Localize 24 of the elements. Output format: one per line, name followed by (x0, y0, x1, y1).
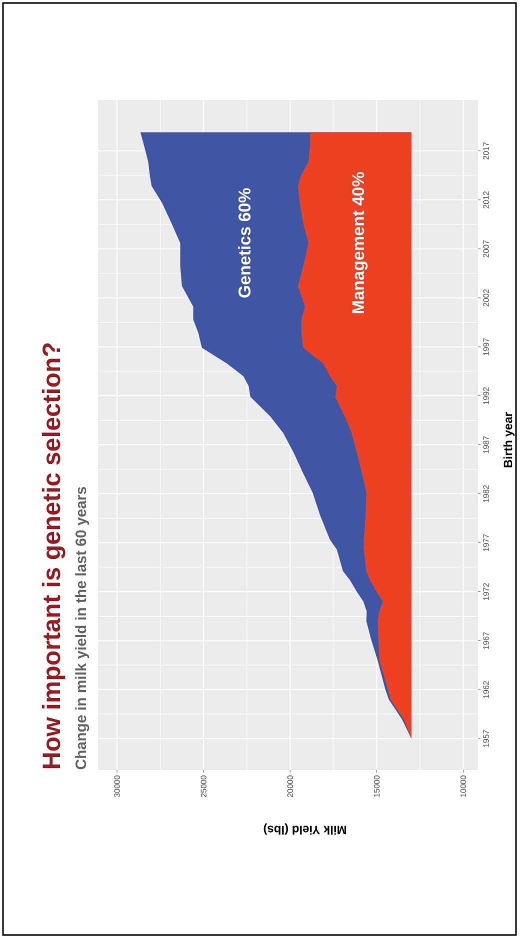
y-tick-label: 1962 (483, 681, 489, 698)
y-tick-label: 2007 (483, 240, 489, 258)
y-tick-label: 2012 (483, 191, 489, 208)
y-tick-label: 1977 (483, 534, 489, 552)
y-tick-label: 2002 (483, 289, 489, 306)
x-tick-label: 10000 (460, 776, 466, 797)
text: How important is genetic selection? (42, 343, 66, 768)
y-tick-label: 1987 (483, 436, 489, 454)
y-tick-label: 2017 (483, 142, 489, 160)
y-tick-label: 1982 (483, 485, 489, 502)
text: Change in milk yield in the last 60 years (75, 486, 90, 770)
x-tick-label: 30000 (114, 776, 120, 798)
y-tick-label: 1967 (483, 632, 489, 649)
y-tick-label: 1957 (483, 730, 489, 747)
x-tick-label: 20000 (287, 776, 293, 798)
y-tick-label: 1972 (483, 583, 489, 600)
x-tick-label: 25000 (200, 776, 206, 798)
series-label: Genetics 60% (238, 188, 251, 298)
y-tick-label: 1997 (483, 338, 489, 356)
x-tick-label: 15000 (374, 776, 380, 797)
series-label: Management 40% (352, 172, 368, 314)
y-tick-label: 1992 (483, 387, 489, 404)
y-axis-title: Birth year (503, 412, 515, 468)
x-axis-title: Milk Yield (lbs) (264, 823, 346, 835)
